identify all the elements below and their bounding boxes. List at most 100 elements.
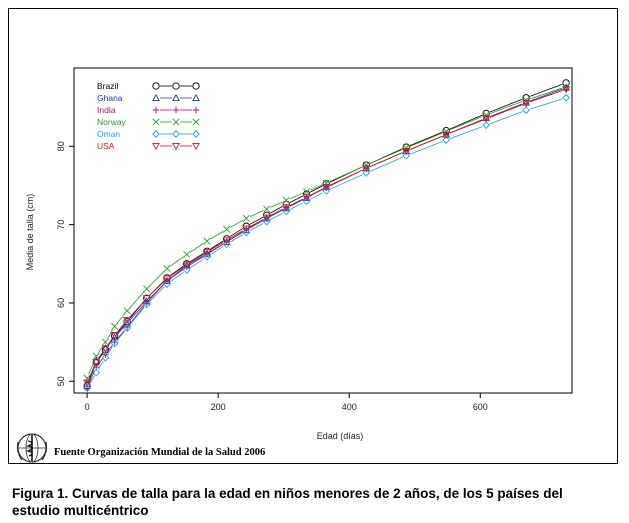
series-line-brazil	[289, 195, 304, 203]
series-line-norway	[249, 210, 264, 218]
point-oman	[222, 240, 231, 249]
series-line-oman	[249, 223, 264, 231]
point-oman	[123, 324, 131, 332]
point-oman	[92, 368, 101, 377]
point-oman	[83, 384, 91, 393]
point-usa	[222, 237, 231, 245]
series-line-usa	[409, 135, 443, 150]
series-line-norway	[170, 256, 184, 267]
point-norway	[111, 322, 119, 330]
x-tick-label: 400	[342, 402, 357, 412]
series-line-ghana	[270, 209, 283, 217]
series-line-norway	[189, 242, 204, 253]
y-axis-label: Media de talla (cm)	[25, 194, 35, 271]
series-line-oman	[189, 258, 204, 269]
series-line-norway	[149, 271, 165, 287]
who-emblem-icon	[14, 430, 50, 471]
point-norway	[183, 250, 191, 258]
x-tick-label: 600	[473, 402, 488, 412]
legend-item-usa: USA	[97, 141, 200, 151]
series-line-brazil	[529, 83, 563, 97]
series-line-usa	[270, 208, 283, 217]
point-norway	[101, 338, 109, 346]
series-norway	[83, 83, 570, 382]
height-for-age-chart: 0 200 400 600 50 60 70 80 Brazil Ghana India Norwa…	[25, 67, 573, 441]
point-usa	[562, 86, 571, 94]
series-line-brazil	[210, 240, 224, 250]
point-usa	[402, 148, 411, 156]
point-norway	[263, 205, 271, 213]
x-tick-label: 0	[85, 402, 90, 412]
point-oman	[562, 93, 570, 102]
series-line-norway	[310, 184, 323, 191]
legend-marker-brazil	[172, 82, 180, 90]
legend-marker-oman	[172, 130, 180, 138]
point-oman	[522, 106, 530, 115]
point-norway	[282, 196, 290, 204]
point-usa	[482, 115, 491, 123]
point-norway	[322, 179, 330, 187]
point-usa	[203, 249, 211, 257]
series-line-norway	[489, 101, 523, 114]
point-oman	[110, 339, 119, 348]
series-line-india	[129, 305, 145, 325]
point-oman	[402, 151, 411, 160]
point-oman	[322, 187, 331, 195]
point-usa	[262, 214, 271, 222]
series-line-brazil	[309, 185, 323, 193]
series-line-usa	[88, 365, 96, 380]
series-line-usa	[229, 230, 244, 239]
series-line-usa	[449, 119, 483, 134]
point-usa	[92, 359, 101, 367]
series-line-oman	[489, 111, 523, 125]
series-line-oman	[309, 192, 323, 200]
series-line-india	[116, 330, 125, 340]
point-norway	[92, 352, 100, 360]
series-line-norway	[529, 87, 563, 100]
legend-marker-ghana	[152, 93, 160, 102]
point-oman	[182, 266, 191, 274]
x-axis-label: Edad (días)	[317, 431, 364, 441]
series-line-brazil	[189, 253, 204, 263]
series-line-ghana	[189, 255, 204, 264]
point-norway	[242, 214, 250, 222]
point-usa	[522, 100, 531, 108]
series-line-india	[107, 345, 113, 352]
point-usa	[302, 194, 311, 202]
series-line-norway	[210, 231, 224, 240]
series-line-usa	[489, 104, 523, 118]
point-norway	[143, 285, 151, 293]
series-line-oman	[529, 98, 563, 110]
point-usa	[322, 184, 331, 192]
legend-item-oman: Oman	[97, 129, 200, 139]
series-line-norway	[107, 329, 113, 339]
legend-marker-ghana	[172, 93, 180, 102]
series-line-india	[210, 243, 224, 253]
point-usa	[83, 379, 92, 387]
series-line-usa	[189, 253, 204, 263]
legend-item-brazil: Brazil	[97, 81, 200, 91]
series-line-usa	[98, 351, 104, 360]
series-line-norway	[88, 359, 96, 375]
series-line-oman	[270, 212, 283, 221]
legend-marker-oman	[152, 130, 160, 138]
series-line-oman	[116, 330, 125, 341]
y-tick-label: 60	[56, 298, 66, 308]
point-usa	[182, 261, 191, 269]
series-usa	[83, 86, 571, 387]
point-norway	[163, 264, 171, 273]
series-line-oman	[409, 141, 443, 155]
legend-label: Ghana	[97, 93, 123, 103]
point-usa	[142, 295, 151, 303]
series-line-oman	[369, 156, 403, 172]
point-norway	[303, 188, 311, 196]
legend-marker-india	[152, 106, 160, 114]
series-oman	[83, 93, 570, 393]
legend-label: Brazil	[97, 81, 118, 91]
series-line-brazil	[229, 228, 244, 237]
series-line-oman	[210, 246, 224, 255]
point-usa	[442, 131, 451, 139]
point-usa	[282, 204, 291, 212]
point-usa	[163, 275, 172, 283]
point-usa	[362, 165, 371, 173]
